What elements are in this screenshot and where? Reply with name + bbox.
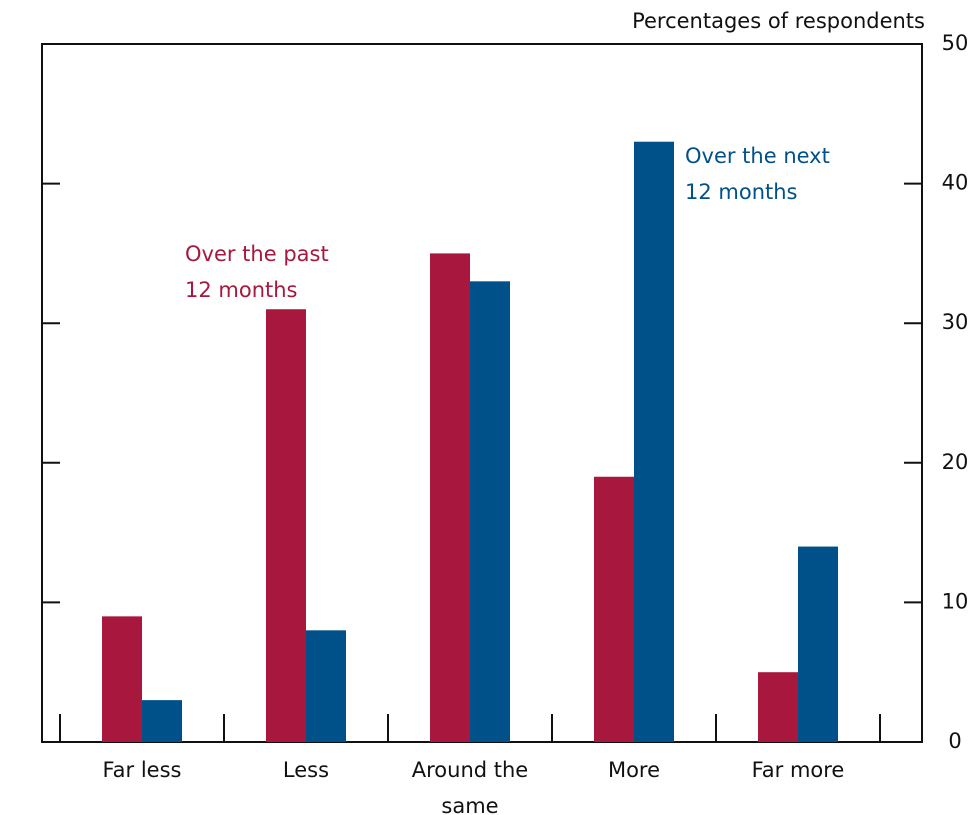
x-tick-label-box: Far less	[102, 758, 182, 782]
series-label-box: Over the past 12 months	[185, 242, 329, 302]
y-tick-label: 50	[942, 31, 969, 55]
bar	[634, 141, 674, 743]
y-tick-label: 30	[942, 310, 969, 334]
bar	[758, 672, 798, 742]
series-label-box: Over the next 12 months	[685, 144, 830, 204]
bar	[266, 309, 306, 742]
bar	[142, 700, 182, 742]
x-tick-label-box: More	[607, 758, 661, 782]
x-tick-label-box: Less	[282, 758, 330, 782]
bar	[306, 630, 346, 742]
bar	[594, 476, 634, 742]
x-tick-label-box: Around the same	[411, 758, 529, 815]
bar	[430, 253, 470, 742]
x-tick-label: Around the same	[411, 758, 529, 815]
y-tick-label: 40	[942, 171, 969, 195]
x-tick-label: Less	[282, 758, 330, 782]
bar	[470, 281, 510, 742]
bar	[798, 546, 838, 742]
y-tick-label: 0	[948, 729, 961, 753]
series-label: Over the past 12 months	[185, 242, 329, 302]
series-label: Over the next 12 months	[685, 144, 830, 204]
x-tick-label-box: Far more	[751, 758, 845, 782]
x-tick-label: Far less	[102, 758, 182, 782]
bar	[102, 616, 142, 742]
x-tick-label: Far more	[751, 758, 845, 782]
x-tick-label: More	[607, 758, 661, 782]
y-axis-label: Percentages of respondents	[632, 9, 925, 33]
y-tick-label: 20	[942, 450, 969, 474]
y-tick-label: 10	[942, 589, 969, 613]
